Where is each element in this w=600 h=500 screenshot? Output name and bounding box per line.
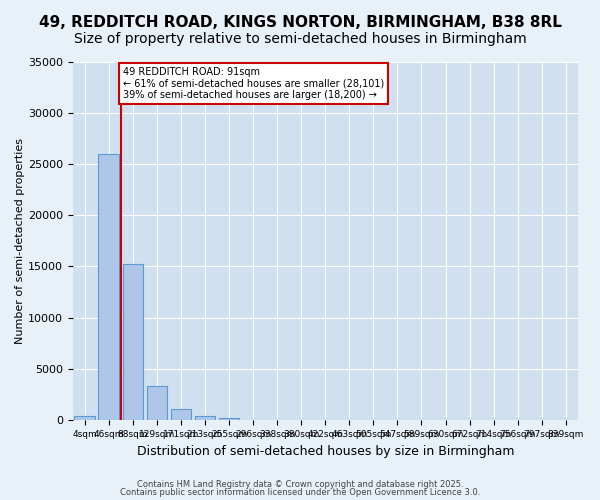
- Text: Contains HM Land Registry data © Crown copyright and database right 2025.: Contains HM Land Registry data © Crown c…: [137, 480, 463, 489]
- Bar: [170, 409, 191, 420]
- Bar: [146, 386, 167, 420]
- Text: Size of property relative to semi-detached houses in Birmingham: Size of property relative to semi-detach…: [74, 32, 526, 46]
- Bar: [74, 416, 95, 420]
- Bar: [122, 264, 143, 420]
- Bar: [219, 418, 239, 420]
- Text: 49 REDDITCH ROAD: 91sqm
← 61% of semi-detached houses are smaller (28,101)
39% o: 49 REDDITCH ROAD: 91sqm ← 61% of semi-de…: [123, 66, 385, 100]
- Y-axis label: Number of semi-detached properties: Number of semi-detached properties: [15, 138, 25, 344]
- Text: Contains public sector information licensed under the Open Government Licence 3.: Contains public sector information licen…: [120, 488, 480, 497]
- Bar: [98, 154, 119, 420]
- X-axis label: Distribution of semi-detached houses by size in Birmingham: Distribution of semi-detached houses by …: [137, 444, 514, 458]
- Bar: [195, 416, 215, 420]
- Text: 49, REDDITCH ROAD, KINGS NORTON, BIRMINGHAM, B38 8RL: 49, REDDITCH ROAD, KINGS NORTON, BIRMING…: [38, 15, 562, 30]
